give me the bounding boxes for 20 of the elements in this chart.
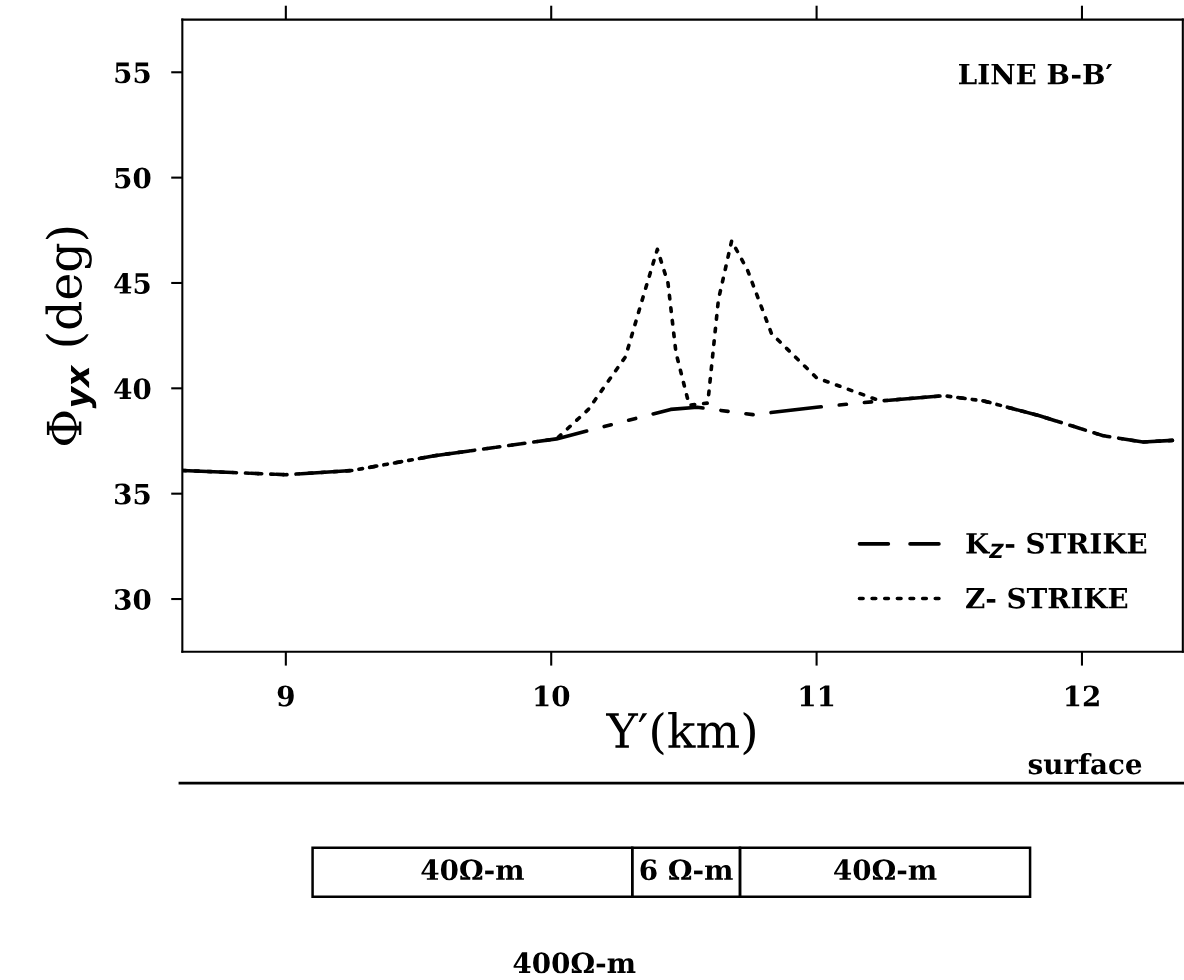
text: 40Ω-m xyxy=(834,859,937,881)
text: LINE B-B′ xyxy=(959,63,1113,85)
text: surface xyxy=(1028,752,1142,775)
text: 40Ω-m xyxy=(421,859,524,881)
y-tick-label: 50 xyxy=(115,167,151,189)
y-axis-title: Φ$_{yx}$ (deg) xyxy=(45,227,97,445)
x-tick-label: 12 xyxy=(1066,685,1099,707)
x-axis-title: Y′(km) xyxy=(605,711,755,756)
x-tick-label: 11 xyxy=(800,685,834,707)
x-tick-label: 10 xyxy=(535,685,570,707)
y-tick-label: 30 xyxy=(115,588,151,610)
legend-label: K$_{Z}$- STRIKE xyxy=(966,532,1147,558)
legend-label: Z- STRIKE xyxy=(966,587,1128,609)
y-tick-label: 55 xyxy=(115,62,150,84)
y-tick-label: 45 xyxy=(114,272,150,294)
text: 400Ω-m xyxy=(513,952,636,974)
x-tick-label: 9 xyxy=(277,685,294,707)
y-tick-label: 40 xyxy=(114,378,151,400)
text: 6 Ω-m xyxy=(640,859,733,881)
y-tick-label: 35 xyxy=(115,483,150,505)
